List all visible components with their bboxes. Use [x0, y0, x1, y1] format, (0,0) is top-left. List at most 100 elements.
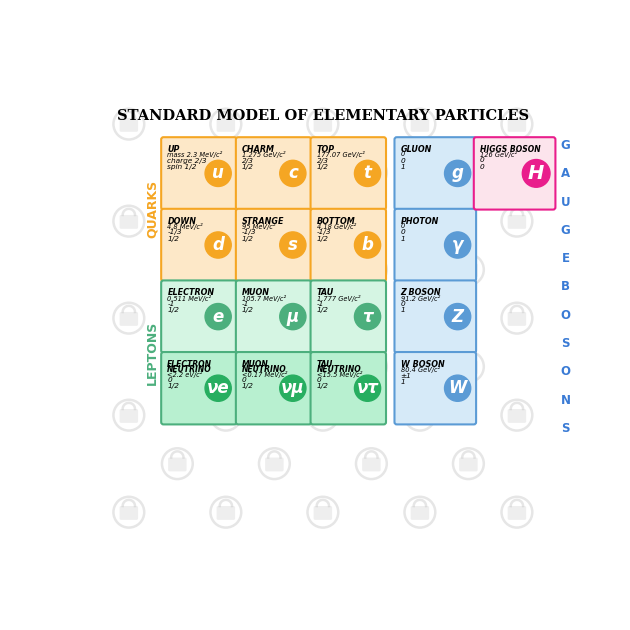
Circle shape [205, 304, 231, 329]
FancyBboxPatch shape [236, 352, 311, 425]
Text: ELECTRON: ELECTRON [168, 360, 212, 369]
Text: νμ: νμ [281, 379, 305, 398]
Text: UP: UP [168, 145, 180, 154]
Text: H: H [528, 164, 544, 183]
FancyBboxPatch shape [314, 506, 332, 520]
Text: ±1: ±1 [401, 372, 411, 379]
Text: N: N [561, 394, 570, 406]
FancyBboxPatch shape [168, 166, 186, 180]
FancyBboxPatch shape [459, 263, 478, 277]
FancyBboxPatch shape [311, 352, 386, 425]
Text: 1.777 GeV/c²: 1.777 GeV/c² [317, 295, 360, 302]
Text: B: B [561, 280, 570, 294]
Text: 1/2: 1/2 [242, 236, 254, 242]
Circle shape [445, 375, 471, 401]
FancyBboxPatch shape [314, 409, 332, 423]
Text: 1/2: 1/2 [317, 307, 329, 313]
Text: <15.5 MeV/c²: <15.5 MeV/c² [317, 370, 362, 377]
FancyBboxPatch shape [411, 409, 429, 423]
Text: 80.4 GeV/c²: 80.4 GeV/c² [401, 366, 440, 374]
FancyBboxPatch shape [217, 409, 235, 423]
Text: 1: 1 [401, 164, 405, 170]
Circle shape [355, 160, 381, 186]
Text: 0: 0 [480, 158, 484, 164]
Text: W: W [449, 379, 467, 398]
Text: 0: 0 [401, 301, 405, 307]
Text: 1/2: 1/2 [317, 383, 329, 389]
Text: TAU: TAU [317, 288, 334, 297]
Text: Z: Z [452, 307, 464, 326]
Text: -1/3: -1/3 [317, 229, 331, 236]
Text: Z BOSON: Z BOSON [401, 288, 441, 297]
Text: -1: -1 [242, 301, 249, 307]
FancyBboxPatch shape [311, 137, 386, 210]
Text: A: A [561, 168, 570, 180]
FancyBboxPatch shape [508, 312, 526, 326]
FancyBboxPatch shape [265, 263, 284, 277]
FancyBboxPatch shape [362, 360, 381, 374]
Text: O: O [561, 309, 570, 322]
FancyBboxPatch shape [161, 280, 237, 353]
Text: b: b [362, 236, 374, 254]
Text: GLUON: GLUON [401, 145, 432, 154]
FancyBboxPatch shape [217, 506, 235, 520]
Text: 2/3: 2/3 [242, 158, 254, 164]
Text: STRANGE: STRANGE [242, 217, 285, 226]
Text: charge 2/3: charge 2/3 [168, 158, 207, 164]
Text: 4.18 GeV/c²: 4.18 GeV/c² [317, 223, 356, 230]
Text: DOWN: DOWN [168, 217, 197, 226]
Text: -1/3: -1/3 [168, 229, 182, 236]
Text: ELECTRON: ELECTRON [168, 288, 214, 297]
Text: 0: 0 [401, 151, 405, 158]
FancyBboxPatch shape [362, 457, 381, 471]
FancyBboxPatch shape [394, 280, 476, 353]
FancyBboxPatch shape [394, 352, 476, 425]
FancyBboxPatch shape [168, 457, 186, 471]
FancyBboxPatch shape [459, 166, 478, 180]
Text: ντ: ντ [357, 379, 379, 398]
Text: 1: 1 [401, 236, 405, 242]
Circle shape [280, 375, 306, 401]
Text: 1/2: 1/2 [168, 307, 180, 313]
Text: NEUTRINO: NEUTRINO [168, 365, 212, 374]
Text: HIGGS BOSON: HIGGS BOSON [480, 145, 541, 154]
Text: 91.2 GeV/c²: 91.2 GeV/c² [401, 295, 440, 302]
Text: 0: 0 [401, 229, 405, 236]
FancyBboxPatch shape [168, 360, 186, 374]
Text: s: s [288, 236, 298, 254]
Text: 1: 1 [401, 379, 405, 385]
FancyBboxPatch shape [217, 215, 235, 229]
Text: 0.511 MeV/c²: 0.511 MeV/c² [168, 295, 212, 302]
FancyBboxPatch shape [311, 280, 386, 353]
Text: <0.17 MeV/c²: <0.17 MeV/c² [242, 370, 287, 377]
Text: S: S [561, 421, 570, 435]
Text: c: c [288, 164, 298, 183]
Text: -1/3: -1/3 [242, 229, 256, 236]
Text: MUON: MUON [242, 360, 269, 369]
FancyBboxPatch shape [161, 209, 237, 281]
Text: 1/2: 1/2 [242, 383, 254, 389]
FancyBboxPatch shape [314, 312, 332, 326]
Text: -1: -1 [168, 301, 175, 307]
Text: G: G [561, 224, 570, 237]
FancyBboxPatch shape [394, 137, 476, 210]
Text: 105.7 MeV/c²: 105.7 MeV/c² [242, 295, 286, 302]
FancyBboxPatch shape [120, 118, 138, 132]
Text: 126 GeV/c²: 126 GeV/c² [480, 151, 517, 158]
Text: CHARM: CHARM [242, 145, 275, 154]
FancyBboxPatch shape [120, 506, 138, 520]
FancyBboxPatch shape [265, 457, 284, 471]
Circle shape [445, 304, 471, 329]
FancyBboxPatch shape [120, 409, 138, 423]
Text: g: g [452, 164, 464, 183]
FancyBboxPatch shape [311, 209, 386, 281]
FancyBboxPatch shape [236, 209, 311, 281]
Text: 0: 0 [401, 158, 405, 164]
Text: QUARKS: QUARKS [146, 180, 159, 238]
FancyBboxPatch shape [265, 166, 284, 180]
Circle shape [522, 159, 550, 187]
Text: 1.275 GeV/c²: 1.275 GeV/c² [242, 151, 285, 159]
Text: 2/3: 2/3 [317, 158, 329, 164]
Circle shape [355, 304, 381, 329]
FancyBboxPatch shape [217, 312, 235, 326]
